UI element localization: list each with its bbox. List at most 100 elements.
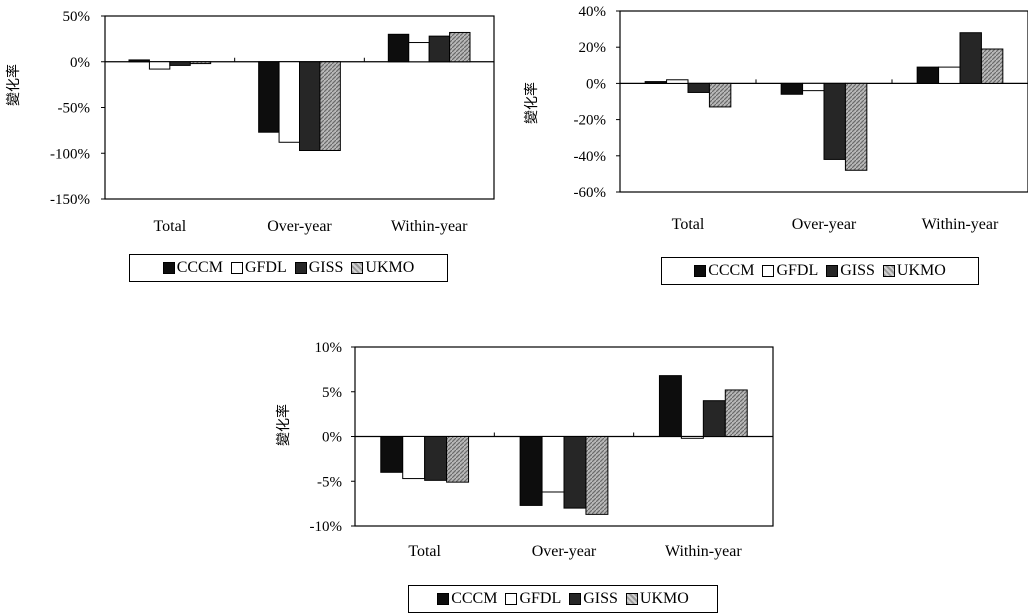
legend-swatch — [437, 593, 450, 605]
legend-bottom: CCCM GFDL GISS UKMO — [408, 585, 718, 613]
legend-swatch — [625, 593, 638, 605]
y-tick-label: 0% — [70, 55, 90, 71]
legend-item-gfdl: GFDL — [505, 590, 561, 608]
bar-cccm-over-year — [780, 82, 804, 95]
bar-gfdl-over-year — [541, 436, 565, 493]
chart-top-right: 40% 20% 0% -20% -40% -60% 變化率 Total Over-year Wit… — [523, 4, 1028, 233]
y-tick-label: 0% — [322, 430, 342, 446]
chart-top-left: 50% 0% -50% -100% -150% 變化率 Total Over-year With… — [5, 9, 495, 235]
bar-ukmo-within-year — [980, 48, 1004, 84]
x-category-label: Total — [672, 216, 705, 233]
bar-gfdl-over-year — [278, 61, 301, 143]
bar-gfdl-total — [666, 79, 689, 84]
y-axis-label: 變化率 — [5, 64, 22, 106]
bar-cccm-over-year — [258, 61, 280, 133]
bar-gfdl-within-year — [938, 66, 961, 84]
bar-giss-total — [424, 436, 448, 481]
bar-cccm-total — [380, 436, 404, 473]
y-tick-label: 0% — [586, 76, 606, 92]
legend-label: CCCM — [176, 259, 223, 276]
y-tick-label: -150% — [50, 192, 90, 208]
x-category-label: Within-year — [665, 543, 742, 560]
y-tick-label: 50% — [63, 9, 91, 25]
legend-item-cccm: CCCM — [694, 262, 754, 280]
legend-label: GFDL — [776, 262, 819, 279]
bar-ukmo-over-year — [844, 82, 868, 171]
bar-ukmo-within-year — [724, 389, 748, 437]
legend-item-ukmo: UKMO — [625, 590, 689, 608]
y-tick-label: 5% — [322, 385, 342, 401]
legend-swatch — [762, 265, 775, 277]
legend-swatch — [826, 265, 839, 277]
y-tick-label: 20% — [579, 40, 607, 56]
legend-item-giss: GISS — [569, 590, 618, 608]
legend-swatch — [230, 262, 243, 274]
bar-giss-within-year — [428, 35, 451, 63]
bar-giss-total — [169, 61, 191, 66]
legend-label: CCCM — [451, 590, 498, 607]
legend-label: GFDL — [519, 590, 562, 607]
legend-top-right: CCCM GFDL GISS UKMO — [661, 257, 979, 285]
y-axis-label: 變化率 — [523, 82, 540, 124]
bar-ukmo-over-year — [585, 436, 609, 515]
bar-ukmo-total — [189, 61, 212, 65]
legend-label: CCCM — [708, 262, 755, 279]
bar-ukmo-over-year — [319, 61, 341, 152]
bar-cccm-over-year — [519, 436, 543, 506]
bar-gfdl-total — [402, 436, 426, 480]
chart-bottom: 10% 5% 0% -5% -10% 變化率 Total Over-year Within-ye… — [275, 340, 774, 560]
bar-giss-within-year — [959, 32, 982, 84]
legend-label: UKMO — [365, 259, 415, 276]
x-category-label: Within-year — [922, 216, 999, 233]
legend-item-giss: GISS — [826, 262, 875, 280]
legend-swatch — [505, 593, 518, 605]
legend-label: GISS — [583, 590, 618, 607]
bar-giss-over-year — [299, 61, 321, 152]
y-tick-label: 40% — [579, 4, 607, 20]
bar-giss-total — [687, 82, 710, 93]
legend-swatch — [882, 265, 895, 277]
y-tick-label: -100% — [50, 146, 90, 162]
legend-item-giss: GISS — [294, 259, 344, 277]
bar-gfdl-within-year — [680, 436, 704, 439]
legend-item-cccm: CCCM — [162, 259, 223, 277]
bar-gfdl-over-year — [802, 82, 825, 92]
bar-giss-over-year — [823, 82, 846, 160]
legend-swatch — [294, 262, 307, 274]
legend-label: GFDL — [244, 259, 287, 276]
legend-swatch — [162, 262, 175, 274]
y-tick-label: -5% — [317, 474, 342, 490]
y-tick-label: -50% — [58, 101, 91, 117]
y-axis-label: 變化率 — [275, 404, 292, 446]
legend-item-gfdl: GFDL — [230, 259, 287, 277]
plot-area-frame — [619, 10, 1028, 193]
bar-ukmo-total — [708, 82, 732, 108]
x-category-label: Over-year — [532, 543, 597, 560]
legend-swatch — [351, 262, 364, 274]
x-category-label: Within-year — [391, 218, 468, 235]
legend-item-ukmo: UKMO — [351, 259, 414, 277]
legend-swatch — [694, 265, 707, 277]
bar-ukmo-total — [446, 436, 470, 483]
legend-item-cccm: CCCM — [437, 590, 497, 608]
legend-item-gfdl: GFDL — [762, 262, 818, 280]
bar-cccm-within-year — [916, 66, 940, 84]
legend-label: GISS — [840, 262, 875, 279]
y-tick-label: 10% — [315, 340, 343, 356]
y-tick-label: -20% — [574, 113, 607, 129]
y-tick-label: -10% — [310, 519, 343, 535]
bar-giss-over-year — [563, 436, 587, 509]
x-category-label: Over-year — [267, 218, 332, 235]
bar-cccm-within-year — [387, 33, 410, 63]
bar-cccm-within-year — [658, 375, 682, 437]
y-tick-label: -40% — [574, 149, 607, 165]
bar-cccm-total — [128, 59, 150, 63]
bar-giss-within-year — [702, 400, 726, 437]
legend-item-ukmo: UKMO — [882, 262, 946, 280]
legend-label: GISS — [308, 259, 344, 276]
x-category-label: Over-year — [792, 216, 857, 233]
x-category-label: Total — [408, 543, 441, 560]
bar-ukmo-within-year — [449, 31, 471, 63]
legend-label: UKMO — [896, 262, 946, 279]
legend-swatch — [569, 593, 582, 605]
